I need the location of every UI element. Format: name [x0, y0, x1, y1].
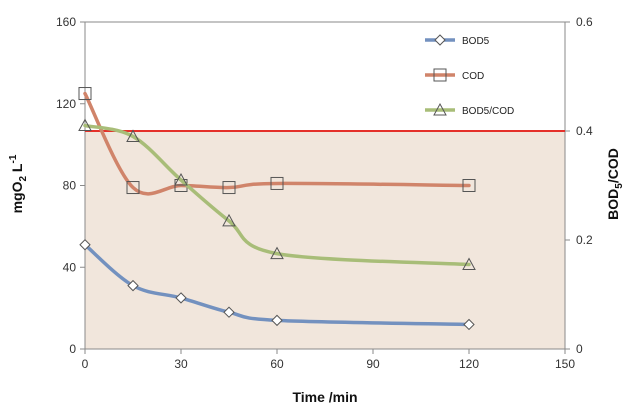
legend-label: BOD5 — [462, 36, 490, 47]
y-axis-title-main: mgO — [9, 181, 25, 213]
legend: BOD5 COD BOD5/COD — [425, 34, 514, 117]
y2-axis-title-rest: /COD — [605, 148, 621, 183]
y-tick-label: 0 — [69, 342, 76, 356]
diamond-marker — [223, 306, 235, 318]
x-tick-label: 120 — [459, 357, 479, 371]
series-line — [83, 123, 471, 267]
y-axis-title: mgO2 L-1 — [8, 154, 29, 213]
y-axis-title-sub: 2 — [18, 176, 29, 182]
square-marker — [462, 179, 476, 192]
triangle-marker — [462, 257, 476, 271]
triangle-marker — [126, 129, 140, 142]
y-tick-label: 80 — [63, 179, 77, 193]
legend-item: BOD5/COD — [425, 102, 514, 117]
x-tick-label: 90 — [366, 357, 380, 371]
diamond-marker — [79, 239, 91, 251]
triangle-marker — [433, 102, 447, 116]
square-marker — [222, 181, 236, 195]
y-tick-label: 120 — [56, 97, 76, 111]
triangle-marker — [78, 118, 92, 132]
y2-axis-title: BOD5/COD — [605, 148, 625, 220]
series-layer — [78, 87, 476, 331]
y2-tick-label: 0 — [576, 342, 583, 356]
x-axis-title: Time /min — [292, 389, 357, 405]
x-tick-label: 150 — [555, 357, 575, 371]
y-tick-label: 40 — [63, 260, 77, 274]
square-marker — [270, 176, 284, 190]
diamond-marker — [463, 318, 475, 331]
legend-item: COD — [425, 68, 484, 82]
x-tick-label: 0 — [82, 357, 89, 371]
legend-label: COD — [462, 71, 484, 82]
triangle-marker — [270, 246, 284, 260]
legend-label: BOD5/COD — [462, 106, 514, 117]
triangle-marker — [174, 173, 188, 186]
x-tick-label: 60 — [270, 357, 284, 371]
y-tick-label: 160 — [56, 15, 76, 29]
diamond-marker — [434, 34, 446, 46]
square-marker — [78, 87, 92, 101]
series-bod5 — [79, 239, 475, 331]
diamond-marker — [127, 279, 139, 292]
legend-item: BOD5 — [425, 34, 490, 47]
square-marker — [433, 68, 447, 82]
series-line — [83, 91, 471, 196]
x-tick-label: 30 — [174, 357, 188, 371]
y2-tick-label: 0.6 — [576, 15, 593, 29]
series-bod5-cod — [78, 118, 476, 271]
diamond-marker — [271, 314, 283, 327]
y2-axis-title-sub: 5 — [614, 183, 625, 189]
shaded-region — [85, 131, 565, 349]
y2-axis-title-main: BOD — [605, 189, 621, 220]
diamond-marker — [175, 292, 187, 304]
y2-tick-label: 0.4 — [576, 124, 593, 138]
square-marker — [126, 181, 140, 195]
triangle-marker — [222, 213, 236, 227]
y-axis-title-unit: L — [9, 163, 25, 176]
y-axis-title-sup: -1 — [8, 154, 19, 163]
y2-tick-label: 0.2 — [576, 233, 593, 247]
